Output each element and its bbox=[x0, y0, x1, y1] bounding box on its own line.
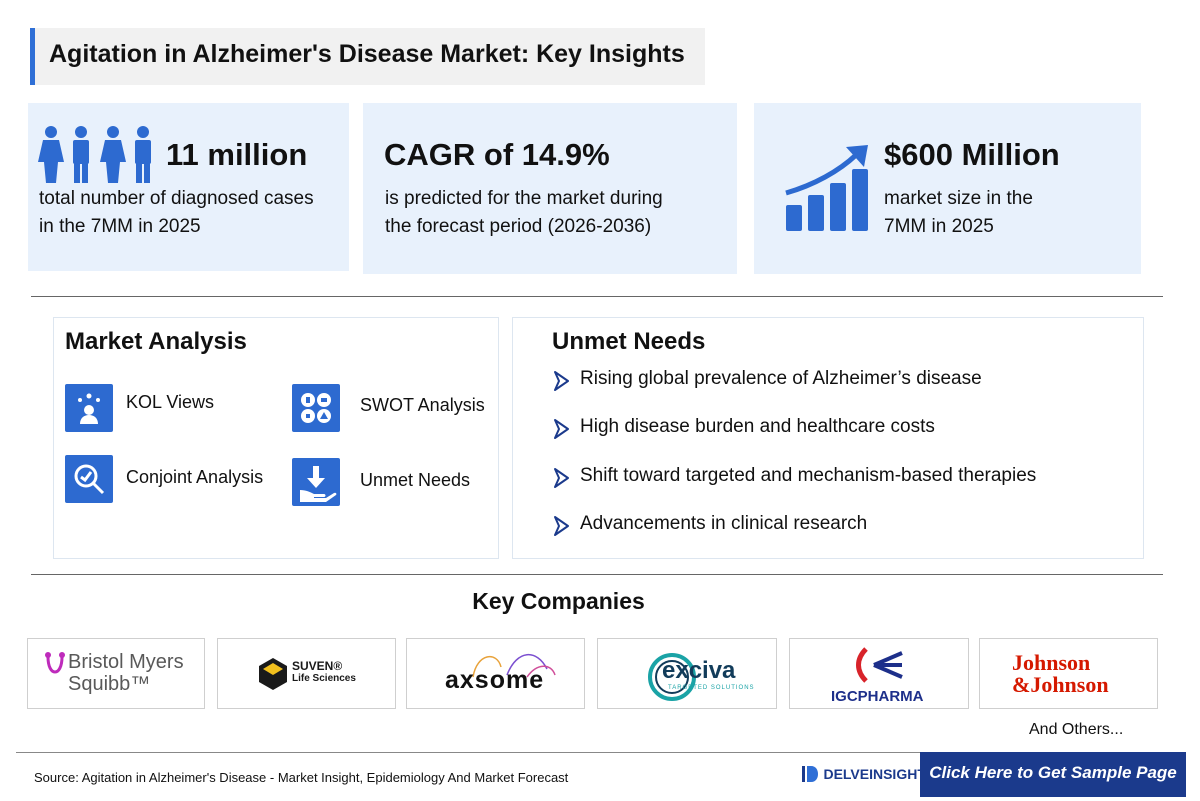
company-logo-suven: SUVEN® Life Sciences bbox=[217, 638, 396, 709]
stat-card-diagnosed-cases: 11 million total number of diagnosed cas… bbox=[28, 103, 349, 271]
footer-divider bbox=[16, 752, 1184, 753]
chevron-right-icon bbox=[554, 419, 569, 439]
igc-mark-icon bbox=[856, 647, 903, 683]
company-logo-exciva: exciva TARGETED SOLUTIONS bbox=[597, 638, 777, 709]
stat-description-cagr: is predicted for the market during the f… bbox=[385, 188, 663, 237]
divider bbox=[31, 574, 1163, 575]
page-title: Agitation in Alzheimer's Disease Market:… bbox=[49, 40, 685, 68]
axsome-swirl-icon bbox=[472, 653, 556, 678]
unmet-needs-title: Unmet Needs bbox=[552, 328, 706, 355]
unmet-needs-icon bbox=[292, 458, 340, 506]
delveinsight-logo: DELVEINSIGHT bbox=[801, 764, 926, 784]
stat-value-cagr: CAGR of 14.9% bbox=[384, 137, 610, 172]
market-analysis-item-conjoint-analysis: Conjoint Analysis bbox=[126, 467, 264, 487]
chevron-right-icon bbox=[554, 516, 569, 536]
swot-analysis-icon bbox=[292, 384, 340, 432]
market-analysis-panel bbox=[53, 317, 499, 559]
company-logo-axsome: axsome bbox=[406, 638, 585, 709]
kol-views-icon bbox=[65, 384, 113, 432]
conjoint-analysis-icon bbox=[65, 455, 113, 503]
chevron-right-icon bbox=[554, 371, 569, 391]
stat-value-diagnosed-cases: 11 million bbox=[166, 137, 308, 172]
divider bbox=[31, 296, 1163, 297]
growth-chart-icon bbox=[785, 145, 868, 231]
market-analysis-item-unmet-needs: Unmet Needs bbox=[360, 470, 471, 490]
stat-description-market-size: market size in the 7MM in 2025 bbox=[884, 188, 1033, 237]
market-analysis-item-swot-analysis: SWOT Analysis bbox=[360, 395, 485, 415]
stat-card-market-size: $600 Million market size in the 7MM in 2… bbox=[754, 103, 1141, 274]
suven-mark-icon bbox=[259, 658, 287, 690]
get-sample-page-button[interactable]: Click Here to Get Sample Page bbox=[920, 752, 1186, 797]
exciva-ring-icon bbox=[648, 653, 696, 701]
stat-description-diagnosed-cases: total number of diagnosed cases in the 7… bbox=[39, 188, 314, 237]
unmet-needs-panel bbox=[512, 317, 1144, 559]
stat-card-cagr: CAGR of 14.9% is predicted for the marke… bbox=[363, 103, 737, 274]
get-sample-page-label: Click Here to Get Sample Page bbox=[929, 763, 1177, 782]
people-icon bbox=[38, 126, 151, 183]
market-analysis-title: Market Analysis bbox=[65, 328, 247, 355]
stat-value-market-size: $600 Million bbox=[884, 137, 1060, 172]
page-title-bar: Agitation in Alzheimer's Disease Market:… bbox=[30, 28, 705, 85]
chevron-right-icon bbox=[554, 468, 569, 488]
delveinsight-mark-icon bbox=[802, 766, 818, 782]
company-logo-igc-pharma: IGCPHARMA bbox=[789, 638, 969, 709]
market-analysis-item-kol-views: KOL Views bbox=[126, 392, 215, 412]
and-others-label: And Others... bbox=[1029, 721, 1124, 738]
company-logo-johnson-and-johnson: Johnson &Johnson bbox=[979, 638, 1158, 709]
source-text: Source: Agitation in Alzheimer's Disease… bbox=[34, 770, 569, 785]
company-logo-bristol-myers-squibb: Bristol Myers Squibb™ bbox=[27, 638, 205, 709]
key-companies-title: Key Companies bbox=[472, 588, 645, 614]
bms-mark-icon bbox=[45, 652, 65, 674]
